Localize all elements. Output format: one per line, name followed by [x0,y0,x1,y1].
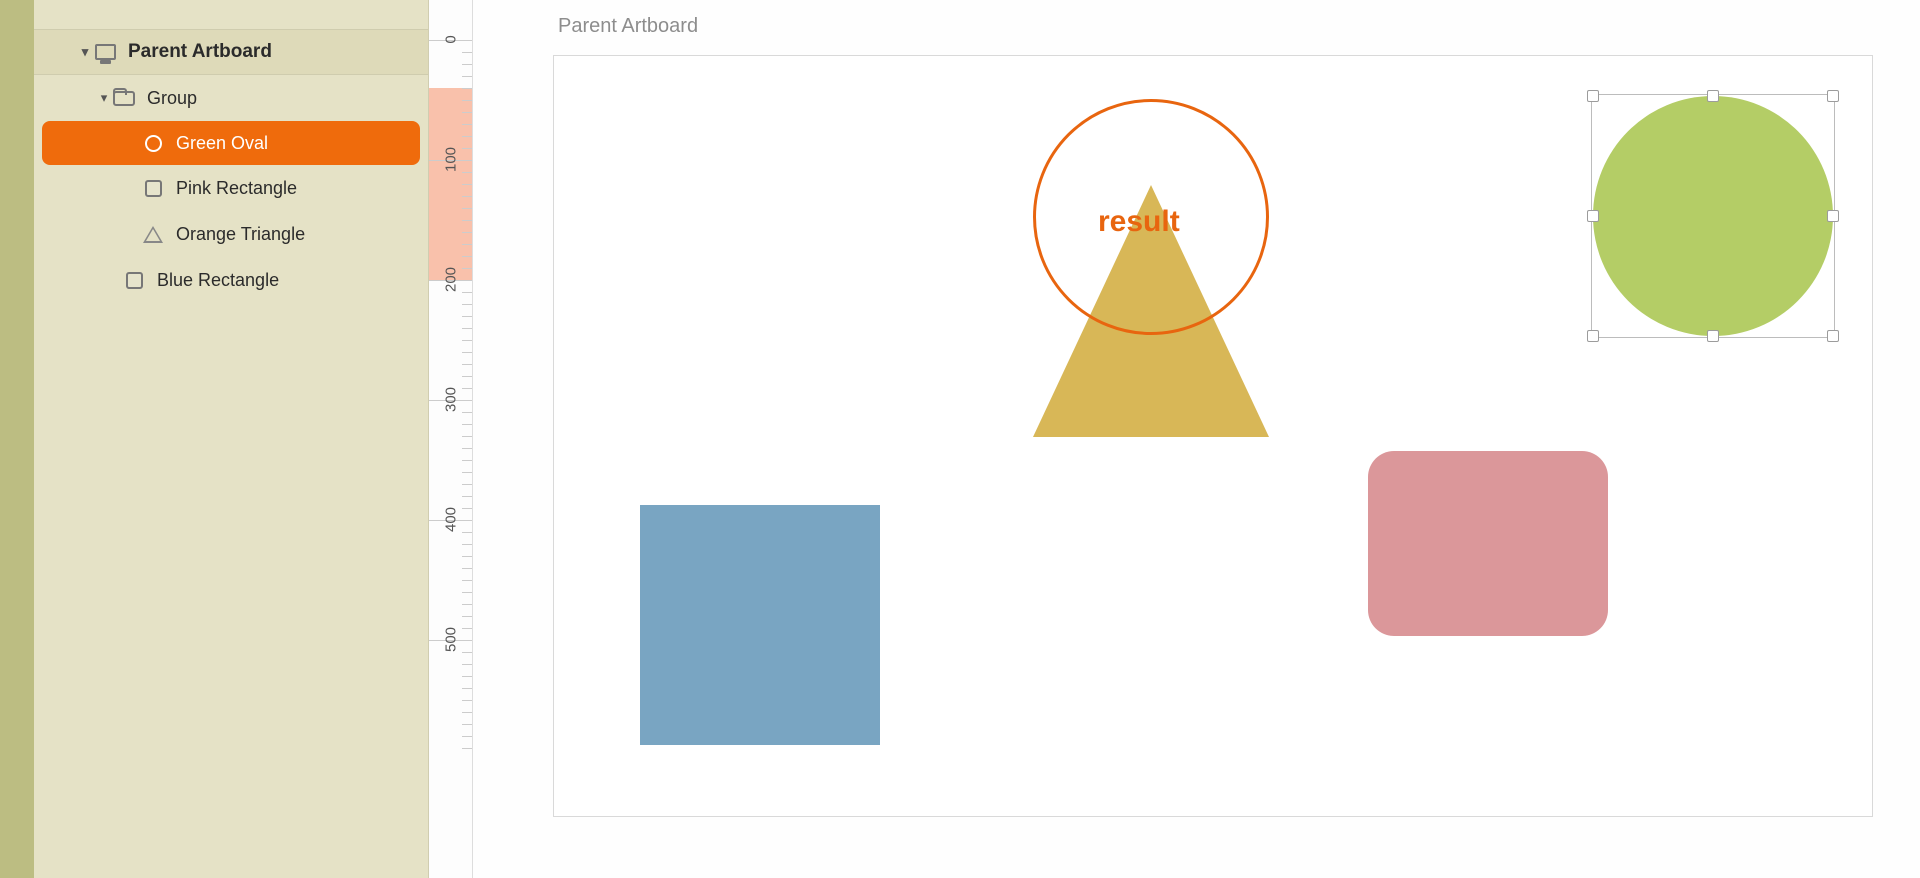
ruler-tick-minor [462,328,472,329]
chevron-down-icon[interactable]: ▾ [78,44,92,60]
selection-handle-w[interactable] [1587,210,1599,222]
layer-label: Group [137,88,197,109]
ruler-tick-minor [462,472,472,473]
ruler-tick-minor [462,616,472,617]
layer-row-parent-artboard[interactable]: ▾ Parent Artboard [34,29,428,75]
selection-handle-sw[interactable] [1587,330,1599,342]
triangle-icon [140,226,166,243]
layer-label: Green Oval [166,133,268,154]
ruler-tick-minor [462,100,472,101]
layer-row-group[interactable]: ▾ Group [34,75,428,121]
ruler-tick-label: 200 [443,260,460,300]
ruler-tick-minor [462,544,472,545]
ruler-tick-minor [462,148,472,149]
pink-rectangle-shape[interactable] [1368,451,1608,636]
rectangle-icon [140,180,166,197]
ruler-tick-minor [462,292,472,293]
ruler-tick-minor [462,304,472,305]
ruler-tick-minor [462,424,472,425]
window-accent-strip [0,0,34,878]
ruler-tick-minor [462,88,472,89]
ruler-tick-minor [462,580,472,581]
ruler-tick-minor [462,448,472,449]
ruler-tick-minor [462,460,472,461]
ruler-tick-minor [462,604,472,605]
ruler-tick-minor [462,268,472,269]
ruler-tick-label: 300 [443,380,460,420]
ruler-tick-minor [462,748,472,749]
blue-rectangle-shape[interactable] [640,505,880,745]
ruler-tick-minor [462,184,472,185]
selection-handle-nw[interactable] [1587,90,1599,102]
layer-label: Parent Artboard [118,41,272,63]
ruler-tick-minor [462,388,472,389]
ruler-tick-minor [462,628,472,629]
layer-row-pink-rectangle[interactable]: Pink Rectangle [34,165,428,211]
ruler-tick-minor [462,676,472,677]
ruler-tick-minor [462,112,472,113]
green-oval-shape[interactable] [1593,96,1833,336]
layer-label: Pink Rectangle [166,178,297,199]
ruler-tick-minor [462,172,472,173]
rectangle-icon [121,272,147,289]
ruler-tick-minor [462,568,472,569]
ruler-tick-minor [462,712,472,713]
selection-handle-n[interactable] [1707,90,1719,102]
ruler-tick-minor [462,652,472,653]
folder-icon [111,91,137,106]
ruler-tick-minor [462,244,472,245]
ruler-tick-minor [462,412,472,413]
ruler-tick-minor [462,664,472,665]
layer-row-blue-rectangle[interactable]: Blue Rectangle [34,257,428,303]
result-text-label[interactable]: result [1098,205,1180,239]
artboard-icon [92,44,118,60]
ruler-tick-minor [462,484,472,485]
ruler-tick-minor [462,736,472,737]
ruler-tick-label: 500 [443,620,460,660]
layer-row-green-oval[interactable]: Green Oval [42,121,420,165]
ruler-tick-minor [462,496,472,497]
ruler-tick-minor [462,376,472,377]
selection-handle-ne[interactable] [1827,90,1839,102]
canvas[interactable]: Parent Artboard result [473,0,1920,878]
chevron-down-icon[interactable]: ▾ [97,90,111,106]
selection-handle-se[interactable] [1827,330,1839,342]
ruler-tick-minor [462,592,472,593]
ruler-tick-minor [462,436,472,437]
ruler-tick-label: 100 [443,140,460,180]
ruler-tick-minor [462,256,472,257]
ruler-tick-minor [462,196,472,197]
artboard-title[interactable]: Parent Artboard [558,15,698,38]
ruler-tick-minor [462,64,472,65]
ruler-tick-minor [462,532,472,533]
layer-label: Blue Rectangle [147,270,279,291]
layer-row-orange-triangle[interactable]: Orange Triangle [34,211,428,257]
ruler-tick-minor [462,364,472,365]
selection-handle-e[interactable] [1827,210,1839,222]
ruler-tick-minor [462,556,472,557]
ruler-tick-minor [462,340,472,341]
ruler-tick-minor [462,52,472,53]
panel-spacer [34,0,428,29]
ruler-tick-minor [462,124,472,125]
ruler-tick-minor [462,208,472,209]
circle-icon [140,135,166,152]
ruler-tick-minor [462,232,472,233]
ruler-tick-minor [462,76,472,77]
ruler-tick-minor [462,136,472,137]
layer-label: Orange Triangle [166,224,305,245]
ruler-tick-label: 0 [443,20,460,60]
ruler-tick-minor [462,352,472,353]
ruler-tick-minor [462,316,472,317]
ruler-tick-minor [462,700,472,701]
ruler-tick-minor [462,508,472,509]
ruler-tick-minor [462,724,472,725]
ruler-tick-label: 400 [443,500,460,540]
ruler-tick-minor [462,220,472,221]
vertical-ruler[interactable]: 0 100 200 300 400 500 [429,0,473,878]
selection-handle-s[interactable] [1707,330,1719,342]
ruler-tick-minor [462,688,472,689]
layers-panel: ▾ Parent Artboard ▾ Group Green Oval Pin… [34,0,429,878]
